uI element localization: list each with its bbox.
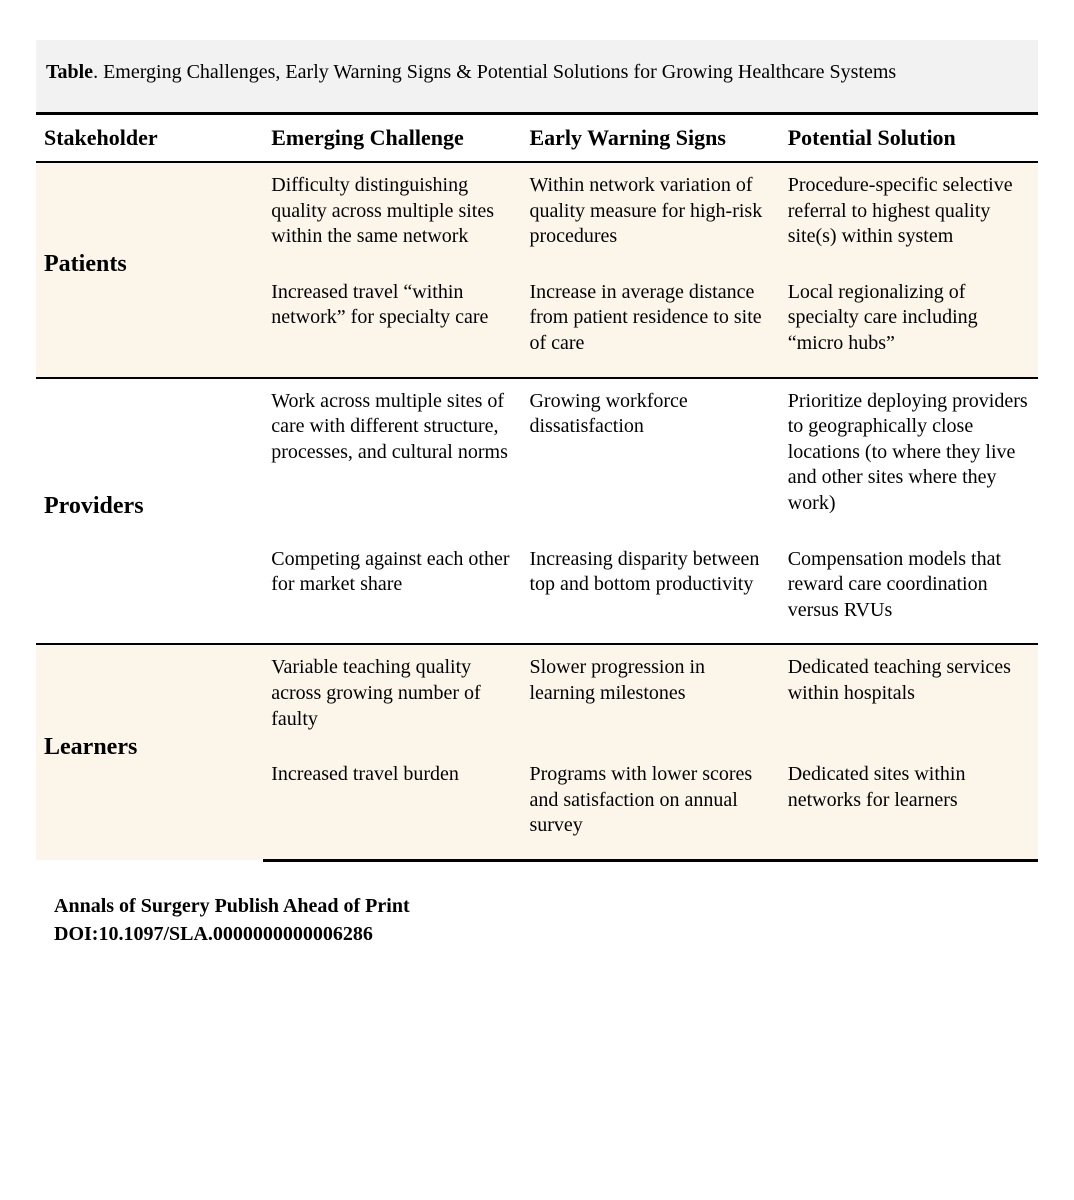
citation-footer: Annals of Surgery Publish Ahead of Print… [36,892,1038,948]
stakeholder-cell: Providers [36,378,263,645]
solution-cell: Compensation models that reward care coo… [780,537,1038,645]
header-row: Stakeholder Emerging Challenge Early War… [36,114,1038,163]
col-challenge: Emerging Challenge [263,114,521,163]
warning-cell: Within network variation of quality meas… [521,162,779,270]
challenge-cell: Work across multiple sites of care with … [263,378,521,537]
solution-cell: Procedure-specific selective referral to… [780,162,1038,270]
stakeholder-cell: Learners [36,644,263,860]
footer-journal: Annals of Surgery Publish Ahead of Print [54,892,1038,920]
warning-cell: Increasing disparity between top and bot… [521,537,779,645]
healthcare-table: Stakeholder Emerging Challenge Early War… [36,112,1038,862]
challenge-cell: Difficulty distinguishing quality across… [263,162,521,270]
caption-text: . Emerging Challenges, Early Warning Sig… [93,61,896,83]
section-providers: Providers Work across multiple sites of … [36,378,1038,645]
solution-cell: Dedicated teaching services within hospi… [780,644,1038,752]
solution-cell: Prioritize deploying providers to geogra… [780,378,1038,537]
challenge-cell: Increased travel “within network” for sp… [263,270,521,378]
caption-label: Table [46,61,93,83]
section-patients: Patients Difficulty distinguishing quali… [36,162,1038,378]
warning-cell: Programs with lower scores and satisfact… [521,752,779,860]
solution-cell: Local regionalizing of specialty care in… [780,270,1038,378]
section-learners: Learners Variable teaching quality acros… [36,644,1038,860]
table-row: Patients Difficulty distinguishing quali… [36,162,1038,270]
challenge-cell: Competing against each other for market … [263,537,521,645]
col-warning: Early Warning Signs [521,114,779,163]
footer-doi: DOI:10.1097/SLA.0000000000006286 [54,920,1038,948]
challenge-cell: Increased travel burden [263,752,521,860]
challenge-cell: Variable teaching quality across growing… [263,644,521,752]
solution-cell: Dedicated sites within networks for lear… [780,752,1038,860]
table-row: Providers Work across multiple sites of … [36,378,1038,537]
table-row: Learners Variable teaching quality acros… [36,644,1038,752]
warning-cell: Growing workforce dissatisfaction [521,378,779,537]
col-solution: Potential Solution [780,114,1038,163]
table-caption: Table. Emerging Challenges, Early Warnin… [36,40,1038,112]
warning-cell: Increase in average distance from patien… [521,270,779,378]
col-stakeholder: Stakeholder [36,114,263,163]
stakeholder-cell: Patients [36,162,263,378]
warning-cell: Slower progression in learning milestone… [521,644,779,752]
